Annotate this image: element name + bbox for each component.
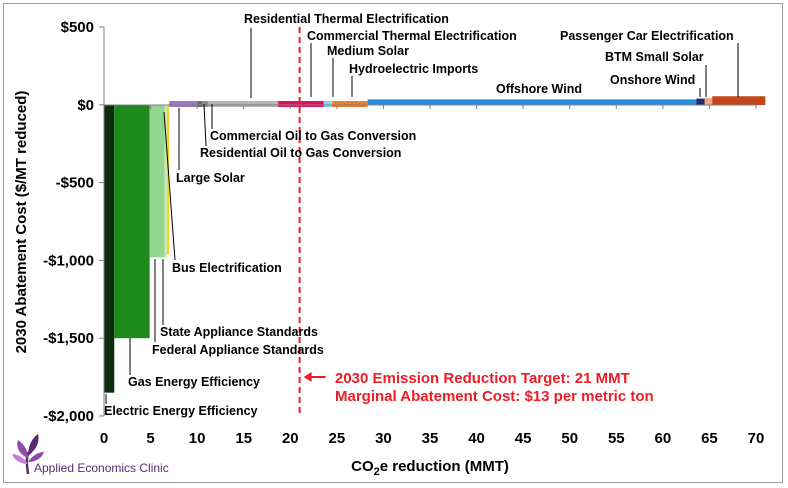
y-tick-label-4: -$1,500 — [43, 330, 94, 347]
y-axis-label: 2030 Abatement Cost ($/MT reduced) — [13, 91, 30, 354]
measure-label-6: Residential Oil to Gas Conversion — [200, 146, 401, 160]
bar-7 — [202, 101, 209, 107]
x-tick-label-2: 10 — [189, 430, 206, 447]
bar-2 — [149, 105, 165, 258]
measure-label-1: Gas Energy Efficiency — [128, 375, 260, 389]
bar-4 — [166, 105, 170, 255]
x-tick-label-10: 50 — [561, 430, 578, 447]
bar-3 — [164, 105, 167, 258]
target-arrow-head — [303, 372, 312, 382]
measure-label-8: Residential Thermal Electrification — [244, 12, 449, 26]
measure-label-15: Passenger Car Electrification — [560, 29, 734, 43]
x-tick-label-12: 60 — [655, 430, 672, 447]
bar-14 — [704, 97, 713, 105]
x-tick-label-9: 45 — [515, 430, 532, 447]
x-axis-label: CO2e reduction (MMT) — [351, 458, 509, 478]
x-tick-label-1: 5 — [146, 430, 154, 447]
measure-label-2: Federal Appliance Standards — [152, 343, 324, 357]
y-tick-label-1: $0 — [77, 97, 94, 114]
chart-frame — [3, 3, 783, 483]
measure-label-7: Commercial Oil to Gas Conversion — [210, 129, 416, 143]
y-tick-label-0: $500 — [61, 19, 94, 36]
measure-label-12: Offshore Wind — [496, 82, 582, 96]
target-label-line2: Marginal Abatement Cost: $13 per metric … — [335, 388, 654, 405]
measure-label-3: State Appliance Standards — [160, 325, 318, 339]
bar-12 — [367, 99, 697, 105]
target-label-line1: 2030 Emission Reduction Target: 21 MMT — [335, 370, 630, 387]
leader-line-4 — [163, 111, 176, 261]
logo-text: Applied Economics Clinic — [34, 461, 169, 475]
x-tick-label-6: 30 — [375, 430, 392, 447]
measure-label-11: Hydroelectric Imports — [349, 62, 478, 76]
bar-6 — [197, 101, 203, 107]
x-tick-label-7: 35 — [422, 430, 439, 447]
leader-line-6 — [203, 103, 207, 147]
x-tick-label-3: 15 — [235, 430, 252, 447]
measure-label-9: Commercial Thermal Electrification — [307, 29, 517, 43]
bar-9 — [278, 101, 324, 107]
bar-15 — [712, 96, 766, 105]
x-tick-label-11: 55 — [608, 430, 625, 447]
purple-plant-icon — [12, 434, 44, 475]
y-tick-label-2: -$500 — [56, 175, 94, 192]
y-tick-label-5: -$2,000 — [43, 408, 94, 425]
measure-label-5: Large Solar — [176, 171, 245, 185]
measure-label-10: Medium Solar — [327, 44, 409, 58]
x-tick-label-5: 25 — [329, 430, 346, 447]
measure-label-4: Bus Electrification — [172, 261, 282, 275]
x-tick-label-14: 70 — [748, 430, 765, 447]
measure-label-13: Onshore Wind — [610, 73, 695, 87]
x-tick-label-8: 40 — [468, 430, 485, 447]
x-tick-label-0: 0 — [100, 430, 108, 447]
bar-8 — [208, 101, 279, 107]
measure-label-0: Electric Energy Efficiency — [104, 404, 258, 418]
measure-label-14: BTM Small Solar — [605, 50, 704, 64]
bar-11 — [332, 101, 368, 107]
bar-13 — [696, 98, 705, 105]
bar-0 — [104, 105, 115, 393]
bar-5 — [169, 101, 198, 107]
bar-10 — [323, 101, 333, 107]
x-tick-label-4: 20 — [282, 430, 299, 447]
bar-1 — [114, 105, 150, 339]
x-tick-label-13: 65 — [701, 430, 718, 447]
y-tick-label-3: -$1,000 — [43, 252, 94, 269]
